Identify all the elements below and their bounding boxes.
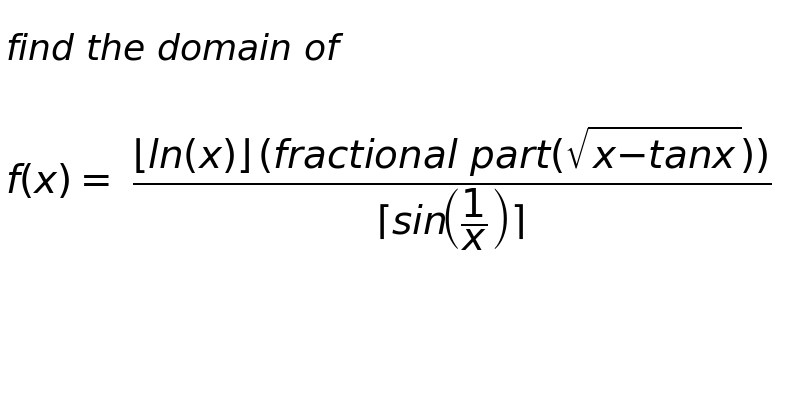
Text: $\mathit{find\ the\ domain\ of}$: $\mathit{find\ the\ domain\ of}$ bbox=[5, 33, 345, 67]
Text: $f(x){=}\ \dfrac{\lfloor \mathit{ln}(x)\rfloor\,(\mathit{fractional\ part}(\sqrt: $f(x){=}\ \dfrac{\lfloor \mathit{ln}(x)\… bbox=[5, 123, 772, 252]
